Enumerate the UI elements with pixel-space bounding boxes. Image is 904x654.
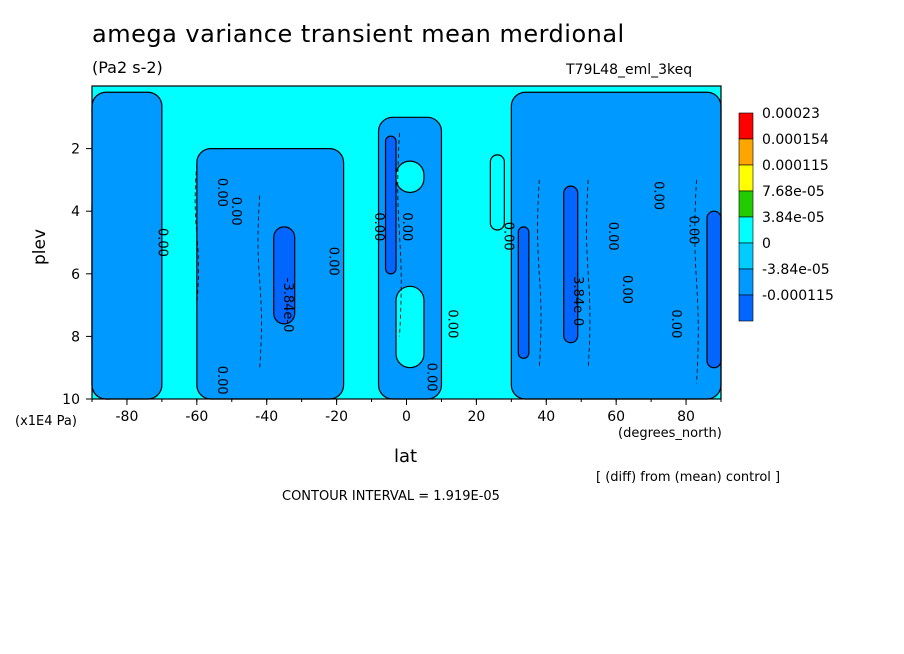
legend-label: 0.00023	[762, 106, 820, 122]
contour-label-2: 0.00	[228, 197, 243, 226]
legend-swatch	[738, 112, 754, 140]
contour-label-7: 0.00	[423, 363, 438, 392]
contour-label-8: 0.00	[500, 222, 515, 251]
legend-swatch	[738, 242, 754, 270]
contour-interval: CONTOUR INTERVAL = 1.919E-05	[282, 489, 500, 504]
legend-swatch	[738, 190, 754, 218]
contour-label-1: 0.00	[214, 178, 229, 207]
legend-label: 0.000115	[762, 158, 829, 174]
units-label: (Pa2 s-2)	[92, 58, 163, 77]
contour-band-12	[563, 185, 579, 344]
x-tick-label: -40	[255, 409, 278, 425]
legend-swatch	[738, 138, 754, 166]
contour-label-neg-0: -3.84e-0	[280, 278, 295, 333]
contour-label-6: 0.00	[444, 309, 459, 338]
contour-label-12: 0.00	[686, 216, 701, 245]
legend-swatch	[738, 216, 754, 244]
y-tick-label: 10	[62, 392, 80, 408]
contour-band-8	[395, 285, 425, 369]
contour-label-neg-1: -3.84e-0	[570, 272, 585, 327]
legend-swatch	[738, 164, 754, 192]
x-tick-label: 60	[607, 409, 625, 425]
contour-label-14: 0.00	[214, 366, 229, 395]
contour-labels: 0.000.000.000.000.00 0.000.000.000.00 0.00…	[154, 178, 700, 395]
x-tick-label: -20	[325, 409, 348, 425]
contour-band-6	[384, 135, 397, 275]
dashed-contour-2	[397, 132, 402, 337]
dashed-contour-1	[257, 195, 262, 368]
legend-label: 0	[762, 236, 771, 252]
chart-title: amega variance transient mean merdional	[92, 20, 625, 48]
dashed-contour-4	[586, 179, 591, 368]
dashed-contour-3	[537, 179, 542, 368]
y-tick-label: 4	[71, 204, 80, 220]
contour-label-3: 0.00	[326, 247, 341, 276]
x-tick-label: -80	[116, 409, 139, 425]
contour-band-4	[273, 226, 296, 325]
x-tick-label: 80	[677, 409, 695, 425]
diff-note: [ (diff) from (mean) control ]	[596, 470, 781, 485]
contour-label-0: 0.00	[154, 228, 169, 257]
legend-label: 7.68e-05	[762, 184, 825, 200]
y-tick-label: 8	[71, 329, 80, 345]
contour-band-2	[91, 91, 163, 400]
legend-swatch	[738, 268, 754, 296]
contour-band-13	[706, 210, 722, 369]
y-axis: 2 4 6 8 10	[62, 142, 92, 408]
x-tick-label: 20	[467, 409, 485, 425]
x-tick-label: 0	[402, 409, 411, 425]
x-tick-label: 40	[537, 409, 555, 425]
dashed-contour-5	[694, 179, 699, 384]
x-axis-label: lat	[394, 446, 418, 467]
contour-label-13: 0.00	[668, 309, 683, 338]
contour-lines	[194, 132, 699, 384]
dashed-contour-0	[194, 164, 199, 306]
x-axis: -80 -60 -40 -20 0 20 40 60 80	[91, 399, 722, 425]
contour-label-11: 0.00	[651, 181, 666, 210]
contour-field	[91, 86, 722, 400]
legend-label: -0.000115	[762, 288, 834, 304]
legend-label: 0.000154	[762, 132, 829, 148]
contour-band-7	[395, 160, 425, 194]
contour-label-9: 0.00	[605, 222, 620, 251]
contour-label-5: 0.00	[399, 212, 414, 241]
y-tick-label: 2	[71, 142, 80, 158]
contour-band-9	[489, 154, 505, 231]
x-axis-unit: (degrees_north)	[618, 426, 722, 441]
color-legend: 0.00023 0.000154 0.000115 7.68e-05 3.84e-05 0…	[738, 106, 834, 322]
legend-label: 3.84e-05	[762, 210, 825, 226]
contour-band-11	[517, 226, 530, 359]
x-tick-label: -60	[185, 409, 208, 425]
legend-label: -3.84e-05	[762, 262, 830, 278]
run-label: T79L48_eml_3keq	[566, 62, 693, 78]
contour-label-4: 0.00	[371, 212, 386, 241]
contour-label-10: 0.00	[619, 275, 634, 304]
legend-swatch	[738, 294, 754, 322]
y-tick-label: 6	[71, 267, 80, 283]
y-axis-unit: (x1E4 Pa)	[15, 414, 77, 429]
